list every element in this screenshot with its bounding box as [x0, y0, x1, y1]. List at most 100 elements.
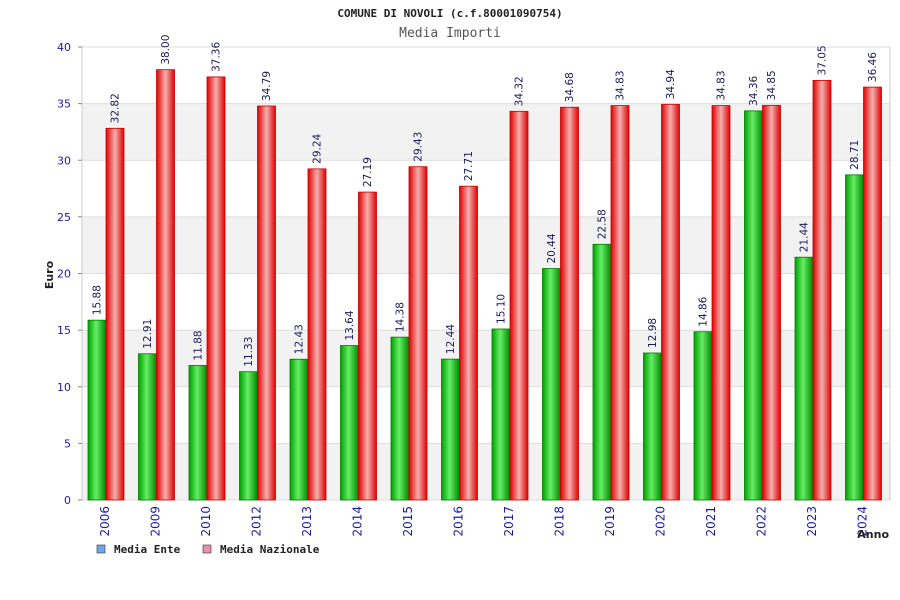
- bar-media-nazionale: [762, 104, 781, 501]
- legend-swatch-media-nazionale: [202, 544, 212, 554]
- bar-media-ente: [794, 256, 814, 501]
- data-label-media-nazionale: 34.83: [615, 70, 627, 100]
- x-tick-label: 2009: [149, 506, 163, 537]
- y-tick-label: 5: [64, 437, 71, 450]
- data-label-media-ente: 21.44: [799, 222, 811, 252]
- data-label-media-ente: 12.91: [142, 319, 154, 349]
- y-tick-label: 20: [57, 268, 71, 281]
- data-label-media-ente: 15.10: [496, 294, 508, 324]
- x-tick-label: 2021: [704, 506, 718, 537]
- x-tick-label: 2012: [250, 506, 264, 537]
- chart-subtitle: Media Importi: [399, 26, 501, 41]
- x-axis-ticks: 2006 2009 2010 2012 2013 2014 2015 2016 2017 2018…: [98, 506, 870, 537]
- data-label-media-ente: 11.33: [243, 337, 255, 367]
- data-labels: 15.88 32.82 12.91 38.00 11.88 37.36 11.33 34.79…: [92, 35, 880, 367]
- bar-media-nazionale: [560, 106, 579, 501]
- bar-media-nazionale: [509, 110, 529, 501]
- x-tick-label: 2018: [553, 506, 567, 537]
- y-tick-label: 40: [57, 41, 71, 54]
- data-label-media-ente: 12.43: [294, 324, 306, 354]
- y-tick-label: 25: [57, 211, 71, 224]
- bar-media-nazionale: [156, 69, 175, 501]
- bar-media-nazionale: [408, 166, 428, 501]
- bar-media-nazionale: [863, 86, 882, 501]
- data-label-media-ente: 22.58: [597, 209, 609, 239]
- x-tick-label: 2024: [856, 506, 870, 537]
- y-tick-label: 30: [57, 154, 71, 167]
- data-label-media-nazionale: 37.05: [817, 45, 829, 75]
- x-tick-label: 2006: [98, 506, 112, 537]
- data-label-media-ente: 11.88: [193, 330, 205, 360]
- bar-media-nazionale: [358, 191, 377, 501]
- data-label-media-ente: 13.64: [344, 310, 356, 340]
- data-label-media-ente: 34.36: [748, 75, 760, 105]
- x-tick-label: 2020: [654, 506, 668, 537]
- bar-media-ente: [441, 358, 460, 501]
- bar-media-nazionale: [812, 80, 832, 501]
- x-tick-label: 2022: [755, 506, 769, 537]
- data-label-media-nazionale: 27.71: [463, 151, 475, 181]
- bar-media-nazionale: [661, 103, 680, 501]
- bar-media-nazionale: [459, 185, 478, 501]
- bar-media-ente: [845, 174, 864, 501]
- x-tick-label: 2016: [452, 506, 466, 537]
- data-label-media-nazionale: 27.19: [362, 157, 374, 187]
- x-tick-label: 2014: [351, 506, 365, 537]
- bar-media-ente: [138, 353, 157, 501]
- bar-media-ente: [643, 352, 662, 501]
- data-label-media-nazionale: 34.68: [564, 72, 576, 102]
- bar-media-ente: [390, 336, 410, 501]
- data-label-media-nazionale: 36.46: [867, 52, 879, 82]
- legend: Media Ente Media Nazionale: [96, 543, 320, 556]
- bar-media-nazionale: [610, 105, 630, 501]
- data-label-media-nazionale: 34.85: [766, 70, 778, 100]
- data-label-media-ente: 15.88: [92, 285, 104, 315]
- data-label-media-ente: 28.71: [849, 140, 861, 170]
- bars: [87, 69, 882, 501]
- bar-media-nazionale: [105, 127, 125, 501]
- bar-media-nazionale: [206, 76, 226, 501]
- data-label-media-nazionale: 29.43: [413, 132, 425, 162]
- data-label-media-nazionale: 29.24: [312, 133, 324, 163]
- bar-media-ente: [592, 243, 612, 501]
- data-label-media-nazionale: 38.00: [160, 35, 172, 65]
- data-label-media-ente: 20.44: [546, 233, 558, 263]
- data-label-media-ente: 14.38: [395, 302, 407, 332]
- data-label-media-nazionale: 34.79: [261, 71, 273, 101]
- y-tick-label: 35: [57, 98, 71, 111]
- data-label-media-nazionale: 32.82: [110, 93, 122, 123]
- y-axis-ticks: 0 5 10 15 20 25 30 35 40: [57, 41, 82, 507]
- data-label-media-ente: 12.44: [445, 324, 457, 354]
- y-tick-label: 0: [64, 494, 71, 507]
- y-tick-label: 10: [57, 381, 71, 394]
- data-label-media-ente: 14.86: [698, 296, 710, 326]
- bar-media-ente: [239, 371, 258, 501]
- bar-media-ente: [693, 331, 713, 501]
- data-label-media-nazionale: 34.94: [665, 69, 677, 99]
- x-axis-label: Anno: [857, 528, 889, 541]
- bar-media-ente: [491, 328, 511, 501]
- bar-media-nazionale: [307, 168, 327, 501]
- legend-label-media-ente: Media Ente: [114, 543, 181, 556]
- x-tick-label: 2017: [502, 506, 516, 537]
- bar-media-ente: [340, 345, 359, 501]
- data-label-media-ente: 12.98: [647, 318, 659, 348]
- legend-label-media-nazionale: Media Nazionale: [220, 543, 320, 556]
- data-label-media-nazionale: 37.36: [211, 42, 223, 72]
- data-label-media-nazionale: 34.32: [514, 76, 526, 106]
- bar-media-nazionale: [257, 105, 276, 501]
- bar-media-nazionale: [711, 105, 731, 501]
- x-tick-label: 2010: [199, 506, 213, 537]
- chart-title: COMUNE DI NOVOLI (c.f.80001090754): [337, 7, 562, 20]
- x-tick-label: 2023: [805, 506, 819, 537]
- data-label-media-nazionale: 34.83: [716, 70, 728, 100]
- bar-media-ente: [87, 319, 107, 501]
- x-tick-label: 2015: [401, 506, 415, 537]
- y-tick-label: 15: [57, 324, 71, 337]
- bar-media-ente: [289, 358, 309, 501]
- bar-media-ente: [188, 365, 208, 501]
- bar-media-ente: [744, 110, 763, 501]
- y-axis-label: Euro: [43, 260, 56, 289]
- legend-swatch-media-ente: [96, 544, 106, 554]
